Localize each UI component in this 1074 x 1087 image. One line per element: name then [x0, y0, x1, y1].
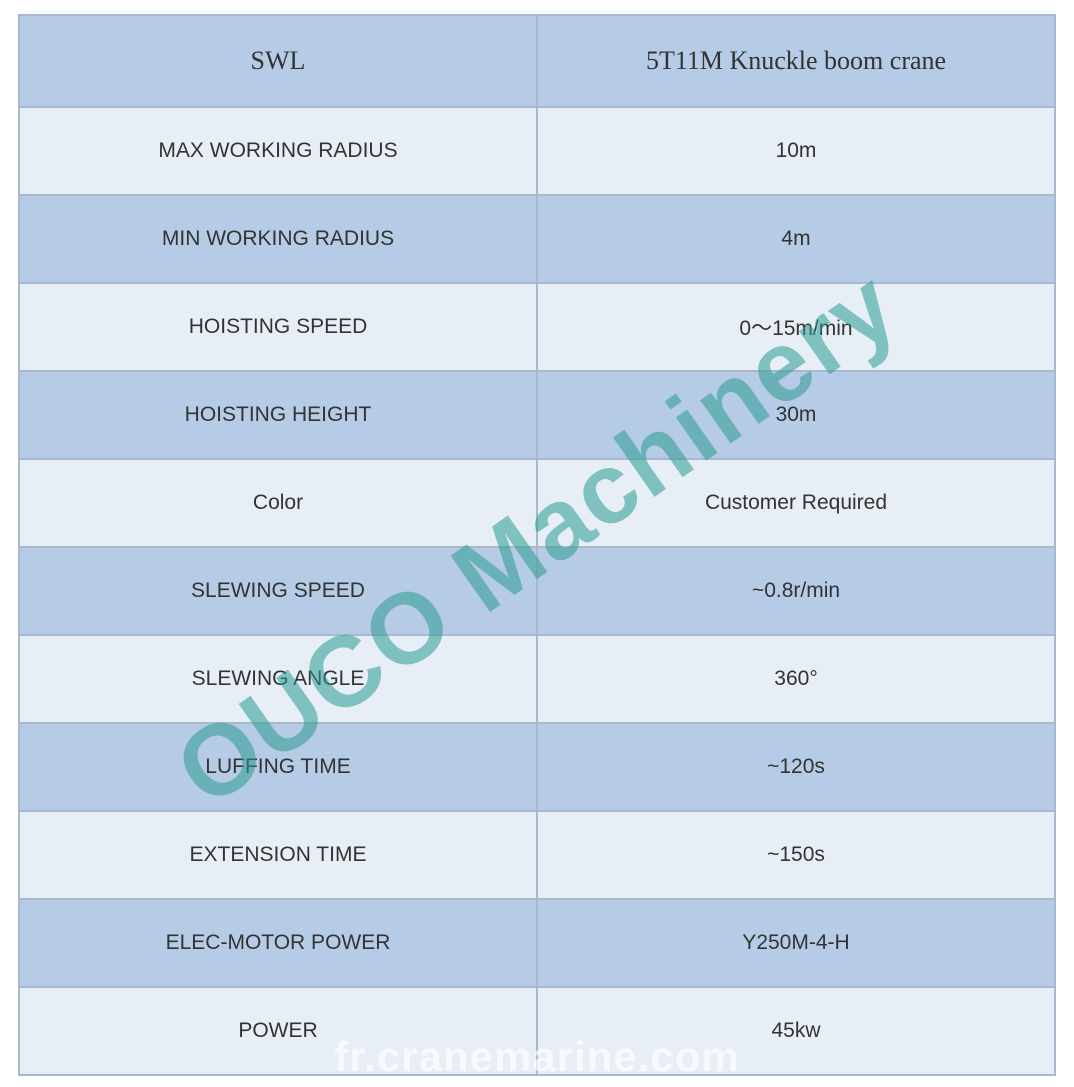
table-row: SLEWING SPEED ~0.8r/min: [19, 547, 1055, 635]
table-row: HOISTING SPEED 0～15m/min: [19, 283, 1055, 371]
spec-value: Customer Required: [537, 459, 1055, 547]
spec-label: POWER: [19, 987, 537, 1075]
spec-label: ELEC-MOTOR POWER: [19, 899, 537, 987]
spec-value: 0～15m/min: [537, 283, 1055, 371]
table-header-row: SWL 5T11M Knuckle boom crane: [19, 15, 1055, 107]
table-row: EXTENSION TIME ~150s: [19, 811, 1055, 899]
spec-value: ~0.8r/min: [537, 547, 1055, 635]
table-row: SLEWING ANGLE 360°: [19, 635, 1055, 723]
spec-table: SWL 5T11M Knuckle boom crane MAX WORKING…: [18, 14, 1056, 1076]
table-row: LUFFING TIME ~120s: [19, 723, 1055, 811]
spec-label: SLEWING ANGLE: [19, 635, 537, 723]
header-cell-left: SWL: [19, 15, 537, 107]
spec-label: HOISTING SPEED: [19, 283, 537, 371]
spec-value: 360°: [537, 635, 1055, 723]
spec-label: HOISTING HEIGHT: [19, 371, 537, 459]
spec-label: SLEWING SPEED: [19, 547, 537, 635]
table-row: MAX WORKING RADIUS 10m: [19, 107, 1055, 195]
spec-label: MIN WORKING RADIUS: [19, 195, 537, 283]
spec-value: ~150s: [537, 811, 1055, 899]
table-row: ELEC-MOTOR POWER Y250M-4-H: [19, 899, 1055, 987]
header-cell-right: 5T11M Knuckle boom crane: [537, 15, 1055, 107]
spec-label: EXTENSION TIME: [19, 811, 537, 899]
spec-label: LUFFING TIME: [19, 723, 537, 811]
table-row: Color Customer Required: [19, 459, 1055, 547]
spec-value: ~120s: [537, 723, 1055, 811]
table-row: HOISTING HEIGHT 30m: [19, 371, 1055, 459]
spec-label: Color: [19, 459, 537, 547]
table-row: MIN WORKING RADIUS 4m: [19, 195, 1055, 283]
spec-label: MAX WORKING RADIUS: [19, 107, 537, 195]
spec-value: 30m: [537, 371, 1055, 459]
spec-value: 10m: [537, 107, 1055, 195]
spec-value: 45kw: [537, 987, 1055, 1075]
spec-value: Y250M-4-H: [537, 899, 1055, 987]
spec-value: 4m: [537, 195, 1055, 283]
table-row: POWER 45kw: [19, 987, 1055, 1075]
